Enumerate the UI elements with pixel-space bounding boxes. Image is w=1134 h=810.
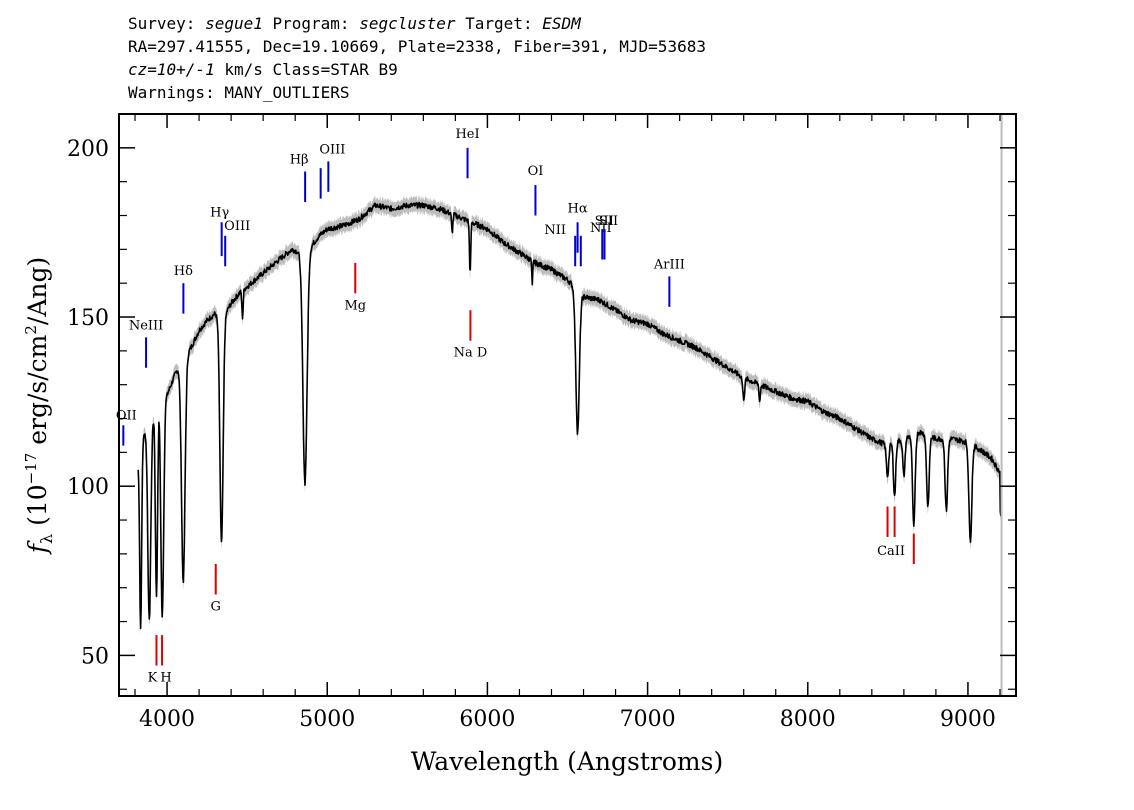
header-warnings-line: Warnings: MANY_OUTLIERS bbox=[128, 83, 350, 102]
x-tick-label: 5000 bbox=[299, 707, 355, 732]
x-axis-title: Wavelength (Angstroms) bbox=[411, 747, 723, 776]
emission-line-label: Hα bbox=[568, 201, 588, 216]
y-title-exp: −17 bbox=[22, 453, 40, 485]
emission-line-label: Hδ bbox=[174, 264, 193, 279]
spectrum-error-band bbox=[138, 195, 1002, 636]
target-value: ESDM bbox=[542, 14, 581, 33]
emission-line-label: ArIII bbox=[653, 257, 685, 272]
y-title-mid: erg/s/cm bbox=[23, 334, 52, 452]
emission-line-label: OII bbox=[116, 408, 137, 423]
plot-frame bbox=[118, 113, 1017, 697]
emission-line-label: OIII bbox=[224, 219, 250, 234]
x-tick-label: 6000 bbox=[459, 707, 515, 732]
header-redshift-line: cz=10+/-1 km/s Class=STAR B9 bbox=[128, 58, 706, 81]
x-tick-label: 9000 bbox=[940, 707, 996, 732]
y-title-f: f bbox=[23, 540, 52, 555]
emission-line-label: SII bbox=[595, 214, 614, 229]
x-tick-label: 7000 bbox=[620, 707, 676, 732]
spectrum-line bbox=[137, 201, 1003, 630]
y-tick-label: 50 bbox=[81, 644, 109, 669]
emission-line-label: SII bbox=[599, 214, 618, 229]
y-title-pre: (10 bbox=[23, 484, 52, 534]
absorption-line-label: K bbox=[148, 671, 158, 686]
emission-line-label: Hγ bbox=[210, 205, 229, 220]
header-survey-line: Survey: segue1 Program: segcluster Targe… bbox=[128, 12, 706, 35]
class-value: km/s Class=STAR B9 bbox=[214, 60, 398, 79]
emission-line-label: OIII bbox=[319, 142, 345, 157]
survey-prefix: Survey: bbox=[128, 14, 206, 33]
axis-ticks: 4000 5000 6000 7000 8000 9000 50 100 150 200 bbox=[67, 113, 1016, 732]
target-prefix: Target: bbox=[455, 14, 543, 33]
y-tick-label: 150 bbox=[67, 306, 109, 331]
emission-line-label: NII bbox=[544, 223, 566, 238]
absorption-line-label: G bbox=[211, 599, 221, 614]
y-title-post: /Ang) bbox=[23, 257, 52, 325]
redshift-value: cz=10+/-1 bbox=[128, 60, 215, 79]
absorption-line-label: H bbox=[160, 671, 171, 686]
x-tick-label: 4000 bbox=[139, 707, 195, 732]
emission-line-label: Hβ bbox=[290, 153, 309, 168]
absorption-line-label: CaII bbox=[877, 544, 905, 559]
y-tick-label: 200 bbox=[67, 137, 109, 162]
header-coords-line: RA=297.41555, Dec=19.10669, Plate=2338, … bbox=[128, 37, 706, 56]
spectrum-layer bbox=[137, 114, 1003, 696]
emission-line-label: NII bbox=[590, 221, 612, 236]
emission-line-label: HeI bbox=[455, 127, 479, 142]
y-axis-title: fλ (10−17 erg/s/cm2/Ang) bbox=[22, 257, 56, 556]
emission-line-label: OI bbox=[528, 164, 544, 179]
absorption-line-label: Na D bbox=[454, 346, 488, 361]
y-tick-label: 100 bbox=[67, 475, 109, 500]
program-prefix: Program: bbox=[262, 14, 360, 33]
y-title-exp2: 2 bbox=[22, 325, 40, 335]
x-tick-label: 8000 bbox=[780, 707, 836, 732]
survey-value: segue1 bbox=[205, 14, 263, 33]
error-band-layer bbox=[138, 195, 1002, 636]
emission-line-label: NeIII bbox=[129, 318, 163, 333]
y-title-sub: λ bbox=[37, 534, 56, 544]
spectrum-header: Survey: segue1 Program: segcluster Targe… bbox=[128, 12, 706, 104]
absorption-line-label: Mg bbox=[344, 298, 366, 313]
program-value: segcluster bbox=[359, 14, 456, 33]
spectral-lines-layer: OIINeIIIHδHγOIIIHβOIIIHeIOINIIHαNIISIISI… bbox=[116, 127, 915, 686]
